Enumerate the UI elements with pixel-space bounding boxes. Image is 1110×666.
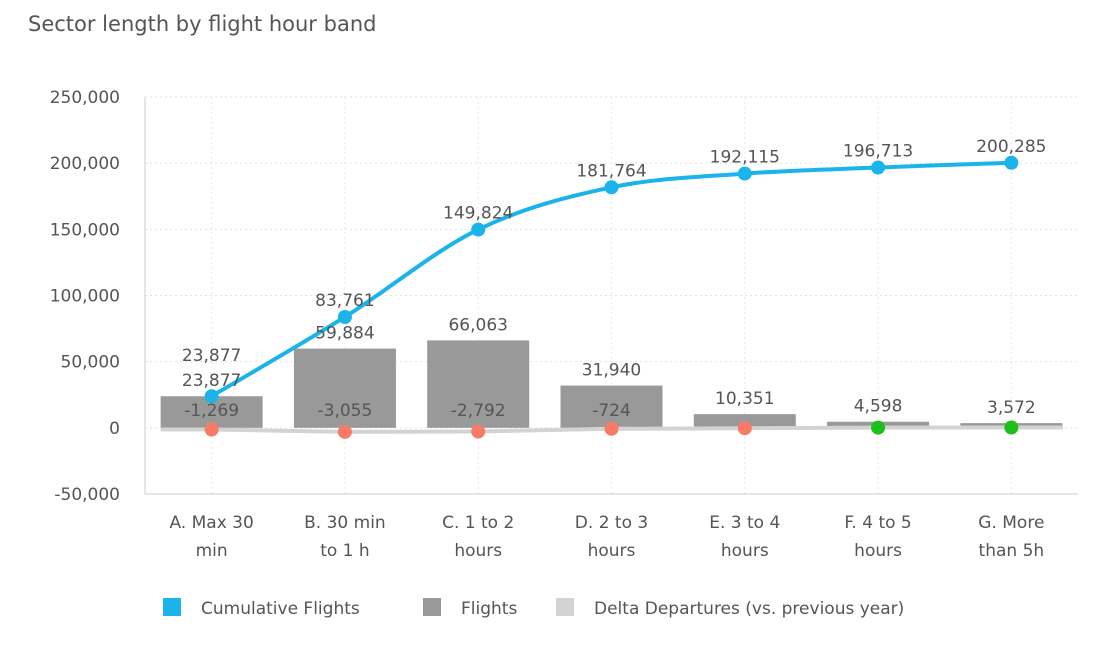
data-label-flights: 23,877 (182, 371, 241, 391)
legend-swatch (556, 598, 574, 616)
data-label-flights: 3,572 (987, 398, 1036, 418)
legend-label: Flights (461, 599, 517, 619)
y-tick-label: 100,000 (50, 287, 120, 307)
point-cumulative-flights (1004, 155, 1019, 170)
data-label-cumulative: 200,285 (976, 137, 1046, 157)
data-label-flights: 66,063 (448, 315, 507, 335)
data-label-cumulative: 192,115 (710, 148, 780, 168)
data-label-flights: 10,351 (715, 389, 774, 409)
data-label-delta: -2,792 (451, 401, 506, 421)
point-delta-departures (471, 424, 486, 439)
data-label-delta: -724 (592, 401, 631, 421)
chart-title: Sector length by flight hour band (28, 12, 377, 36)
legend-swatch (423, 598, 441, 616)
point-delta-departures (604, 421, 619, 436)
y-tick-label: 250,000 (50, 88, 120, 108)
y-tick-label: 200,000 (50, 154, 120, 174)
y-tick-label: 0 (109, 419, 120, 439)
bar-flights (293, 348, 396, 428)
x-tick-label: C. 1 to 2 (442, 513, 514, 533)
point-delta-departures (1004, 420, 1019, 435)
x-tick-label: to 1 h (320, 541, 369, 561)
data-label-cumulative: 23,877 (182, 346, 241, 366)
point-cumulative-flights (871, 160, 886, 175)
data-label-cumulative: 149,824 (443, 204, 513, 224)
point-cumulative-flights (204, 389, 219, 404)
x-tick-label: A. Max 30 (169, 513, 253, 533)
point-delta-departures (871, 420, 886, 435)
point-cumulative-flights (604, 180, 619, 195)
point-cumulative-flights (337, 309, 352, 324)
data-label-flights: 4,598 (854, 397, 903, 417)
point-delta-departures (204, 422, 219, 437)
x-tick-label: F. 4 to 5 (844, 513, 911, 533)
data-label-cumulative: 196,713 (843, 142, 913, 162)
data-label-flights: 59,884 (315, 324, 374, 344)
x-tick-label: hours (854, 541, 902, 561)
point-cumulative-flights (471, 222, 486, 237)
legend-label: Cumulative Flights (201, 599, 360, 619)
x-tick-label: B. 30 min (304, 513, 386, 533)
data-label-flights: 31,940 (582, 361, 641, 381)
x-tick-label: D. 2 to 3 (575, 513, 648, 533)
data-label-cumulative: 83,761 (315, 291, 374, 311)
data-label-cumulative: 181,764 (576, 161, 646, 181)
x-tick-label: E. 3 to 4 (709, 513, 780, 533)
bar-flights (693, 414, 796, 428)
y-tick-label: 150,000 (50, 220, 120, 240)
legend-label: Delta Departures (vs. previous year) (594, 599, 904, 619)
x-tick-label: than 5h (979, 541, 1045, 561)
point-delta-departures (337, 424, 352, 439)
bar-flights (427, 340, 530, 428)
data-label-delta: -3,055 (318, 401, 373, 421)
x-tick-label: min (196, 541, 228, 561)
x-tick-label: hours (454, 541, 502, 561)
point-delta-departures (737, 421, 752, 436)
point-cumulative-flights (737, 166, 752, 181)
x-tick-label: hours (721, 541, 769, 561)
x-tick-label: G. More (978, 513, 1044, 533)
y-tick-label: 50,000 (61, 353, 120, 373)
data-label-delta: -1,269 (184, 401, 239, 421)
y-tick-label: -50,000 (54, 485, 120, 505)
x-tick-label: hours (588, 541, 636, 561)
legend-swatch (163, 598, 181, 616)
bar-flights (560, 385, 663, 428)
